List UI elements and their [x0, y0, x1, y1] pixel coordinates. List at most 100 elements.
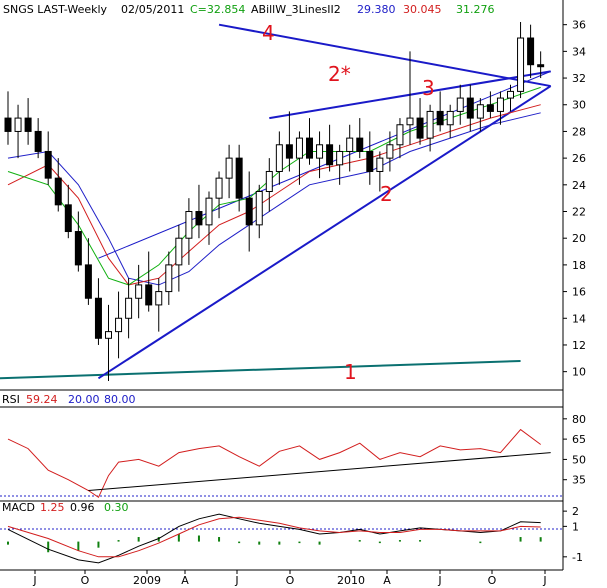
macd-panel: 2 1 -1 — [0, 505, 583, 571]
candle-body — [225, 157, 233, 179]
candle — [94, 278, 102, 345]
y-tick-label: 14 — [572, 312, 586, 325]
x-tick-label: 2010 — [337, 574, 365, 587]
macd-value: 1.25 — [40, 501, 65, 514]
candle — [205, 191, 213, 245]
candle — [376, 151, 384, 192]
candle-body — [34, 130, 42, 152]
candle — [446, 104, 454, 139]
x-tick-label: J — [32, 574, 36, 587]
y-tick-label: 24 — [572, 179, 586, 192]
candle-body — [165, 264, 173, 293]
candle — [476, 98, 484, 132]
candle — [135, 264, 143, 319]
candle-body — [476, 104, 484, 119]
candle-body — [456, 97, 464, 112]
candle — [235, 144, 243, 212]
candle — [346, 124, 354, 172]
trendline-2star — [98, 70, 551, 259]
x-tick-label: O — [488, 574, 497, 587]
candle — [456, 84, 464, 125]
candle — [326, 124, 334, 172]
candle-body — [496, 97, 504, 112]
candle-body — [416, 117, 424, 139]
macd-hist-value: 0.30 — [104, 501, 129, 514]
candle — [356, 118, 364, 159]
candle-body — [426, 110, 434, 139]
x-tick-label: J — [542, 574, 546, 587]
candle-body — [537, 64, 545, 68]
rsi-label: RSI — [2, 393, 20, 406]
candle — [185, 198, 193, 265]
candle — [64, 184, 72, 239]
rsi-header: RSI 59.24 20.00 80.00 — [2, 393, 136, 406]
rsi-upper: 80.00 — [104, 393, 136, 406]
x-tick-label: O — [286, 574, 295, 587]
candle-body — [406, 117, 414, 126]
candle — [225, 144, 233, 199]
x-tick-label: O — [81, 574, 90, 587]
candle — [386, 131, 394, 172]
candle-body — [44, 150, 52, 179]
candle-body — [105, 331, 112, 339]
candle-body — [185, 211, 193, 239]
candle-body — [346, 137, 354, 152]
y-tick-label: 28 — [572, 125, 586, 138]
annotation-3: 3 — [422, 76, 435, 100]
candle-body — [376, 157, 384, 172]
candle-body — [527, 37, 535, 66]
y-tick-label: 36 — [572, 19, 586, 32]
rsi-tick-label: 80 — [572, 413, 586, 426]
candle — [105, 304, 112, 381]
macd-header: MACD 1.25 0.96 0.30 — [2, 501, 129, 514]
candle — [34, 118, 42, 159]
rsi-value: 59.24 — [26, 393, 58, 406]
x-tick-label: A — [181, 574, 189, 587]
candle-body — [115, 317, 123, 333]
candle-body — [366, 150, 374, 172]
candle-body — [235, 157, 243, 199]
candle-body — [356, 137, 364, 152]
y-tick-label: 10 — [572, 366, 586, 379]
candle-body — [195, 211, 203, 226]
candle-body — [295, 137, 303, 159]
candle — [396, 118, 404, 159]
x-tick-label: J — [437, 574, 441, 587]
candle — [175, 224, 183, 292]
candle — [436, 91, 444, 132]
candle — [285, 111, 293, 172]
candle — [245, 171, 253, 252]
candle-body — [54, 177, 62, 206]
macd-label: MACD — [2, 501, 35, 514]
macd-line — [7, 513, 541, 564]
candle — [115, 291, 123, 359]
candle — [306, 118, 313, 165]
candle — [125, 278, 133, 339]
candle — [507, 84, 514, 112]
candle — [416, 98, 424, 145]
candle — [145, 251, 153, 312]
candle-body — [155, 291, 163, 306]
y-tick-label: 32 — [572, 72, 586, 85]
y-tick-label: 30 — [572, 99, 586, 112]
candle — [74, 211, 82, 272]
candle — [14, 104, 22, 159]
candle-body — [436, 110, 444, 126]
candle — [517, 22, 525, 99]
candle — [406, 51, 414, 145]
candle — [24, 98, 32, 145]
candle — [486, 91, 494, 119]
symbol-label: SNGS LAST-Weekly — [3, 3, 108, 16]
candle — [84, 238, 92, 305]
date-label: 02/05/2011 — [121, 3, 184, 16]
candle-body — [396, 124, 404, 146]
candle-body — [306, 137, 313, 159]
candle-body — [64, 204, 72, 233]
candle-body — [507, 90, 514, 99]
candle-body — [175, 237, 183, 266]
candle — [336, 144, 344, 185]
y-tick-label: 26 — [572, 152, 586, 165]
rsi-tick-label: 35 — [572, 474, 586, 487]
macd-tick-label: 1 — [572, 520, 579, 533]
